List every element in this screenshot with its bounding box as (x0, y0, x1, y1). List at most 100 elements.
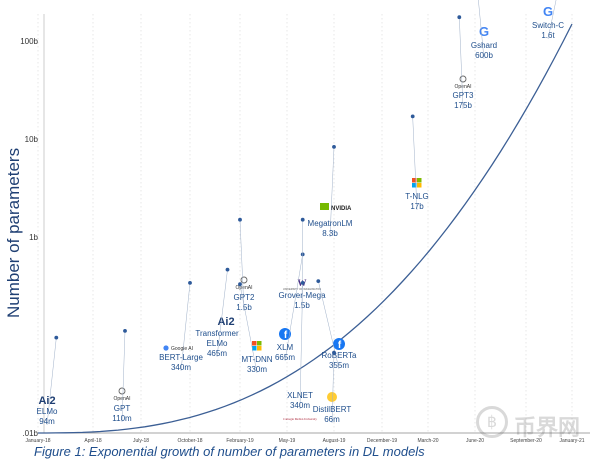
point-params: 330m (247, 365, 267, 374)
point-params: 665m (275, 353, 295, 362)
point-params: 66m (324, 415, 340, 424)
data-point-gpt (123, 329, 127, 333)
cmu-logo-text: Carnegie Mellon University (283, 417, 317, 421)
point-leader (412, 116, 418, 211)
microsoft-logo-icon (257, 346, 262, 351)
point-name: GPT2 (234, 293, 255, 302)
point-params: 340m (290, 401, 310, 410)
data-point-t-nlg (410, 114, 415, 119)
x-tick-label: February-19 (226, 438, 253, 444)
point-params: 1.6t (541, 31, 555, 40)
data-point-xlnet (300, 281, 305, 285)
x-tick-label: January-21 (559, 438, 584, 444)
point-params: 17b (410, 202, 424, 211)
point-name: ELMo (37, 407, 58, 416)
point-name: GPT (114, 404, 131, 413)
point-params: 175b (454, 101, 472, 110)
point-leader (216, 269, 228, 358)
point-name: MegatronLM (308, 219, 353, 228)
x-tick-label: September-20 (510, 438, 542, 444)
x-tick-label: August-19 (323, 438, 346, 444)
microsoft-logo-icon (252, 341, 257, 346)
exponential-trend-line (38, 23, 573, 434)
y-axis-label: Number of parameters (4, 148, 23, 318)
microsoft-logo-icon (412, 183, 417, 188)
point-params: 8.3b (322, 229, 338, 238)
openai-logo-text: OpenAI (455, 84, 472, 90)
point-params: 465m (207, 349, 227, 358)
google-logo-icon: G (543, 4, 553, 19)
point-params: 110m (112, 414, 132, 423)
figure-caption: Figure 1: Exponential growth of number o… (34, 444, 425, 459)
point-leader (239, 219, 245, 312)
point-name: XLNET (287, 391, 313, 400)
openai-logo-icon (459, 75, 467, 83)
y-tick-label: 10b (25, 135, 39, 144)
point-leader (284, 254, 303, 362)
nvidia-logo-text: NVIDIA (331, 206, 352, 212)
microsoft-logo-icon (412, 178, 417, 183)
point-name: ELMo (207, 339, 228, 348)
data-point-megatronlm (332, 145, 336, 149)
watermark-logo-icon: ฿ (476, 406, 508, 438)
point-params: 340m (171, 363, 191, 372)
point-leader (299, 282, 303, 410)
data-point-grover-mega (300, 217, 305, 222)
point-name: GPT3 (453, 91, 474, 100)
openai-logo-text: OpenAI (114, 396, 131, 402)
point-params: 355m (329, 361, 349, 370)
point-leader (121, 330, 126, 423)
x-tick-label: January-18 (25, 438, 50, 444)
data-point-xlm (300, 252, 305, 257)
x-tick-label: May-19 (279, 438, 296, 444)
watermark-text: 币界网 (514, 416, 581, 441)
point-name: Gshard (471, 41, 497, 50)
point-name: DistilBERT (313, 405, 352, 414)
point-name: Switch-C (532, 21, 564, 30)
point-leader (239, 284, 258, 374)
microsoft-logo-icon (252, 346, 257, 351)
grid-lines (37, 14, 573, 433)
x-tick-labels: January-18 April-18 July-18 October-18 Febru… (25, 438, 584, 444)
point-leader (331, 352, 335, 424)
ai2-logo: Ai2 (217, 316, 234, 328)
point-name: MT-DNN (241, 355, 272, 364)
x-tick-label: April-18 (84, 438, 101, 444)
data-point-bert-large (188, 281, 192, 285)
data-points: ELMo94mGPT110mBERT-Large340mTransformerE… (37, 0, 564, 426)
data-point-distilbert (332, 350, 336, 355)
data-point-mt-dnn (238, 282, 242, 287)
data-point-roberta (316, 279, 321, 283)
point-params: 94m (39, 417, 55, 426)
openai-logo-icon (118, 387, 126, 395)
x-tick-label: December-19 (367, 438, 398, 444)
ai2-logo: Ai2 (38, 395, 55, 407)
point-leader (46, 337, 57, 426)
microsoft-logo-icon (257, 341, 262, 346)
point-name: RoBERTa (322, 351, 358, 360)
point-name: T-NLG (405, 192, 429, 201)
point-name: XLM (277, 343, 294, 352)
x-tick-label: June-20 (466, 438, 484, 444)
watermark: ฿ 币界网 (476, 404, 592, 442)
facebook-logo-icon (279, 328, 291, 340)
hugging-face-logo-icon (327, 392, 337, 402)
x-tick-label: October-18 (177, 438, 202, 444)
point-leader (478, 0, 485, 60)
google-ai-logo-icon (163, 345, 169, 351)
point-params: 600b (475, 51, 493, 60)
point-leader (459, 17, 464, 110)
point-leader (547, 0, 557, 40)
nvidia-logo-icon (320, 203, 329, 210)
google-logo-icon: G (479, 24, 489, 39)
openai-logo-text: OpenAI (236, 285, 253, 291)
point-leader (180, 282, 191, 372)
facebook-logo-glyph: f (338, 340, 342, 351)
point-name: BERT-Large (159, 353, 203, 362)
x-tick-label: July-18 (133, 438, 149, 444)
point-leader (301, 219, 303, 310)
microsoft-logo-icon (417, 178, 422, 183)
facebook-logo-glyph: f (284, 330, 288, 341)
